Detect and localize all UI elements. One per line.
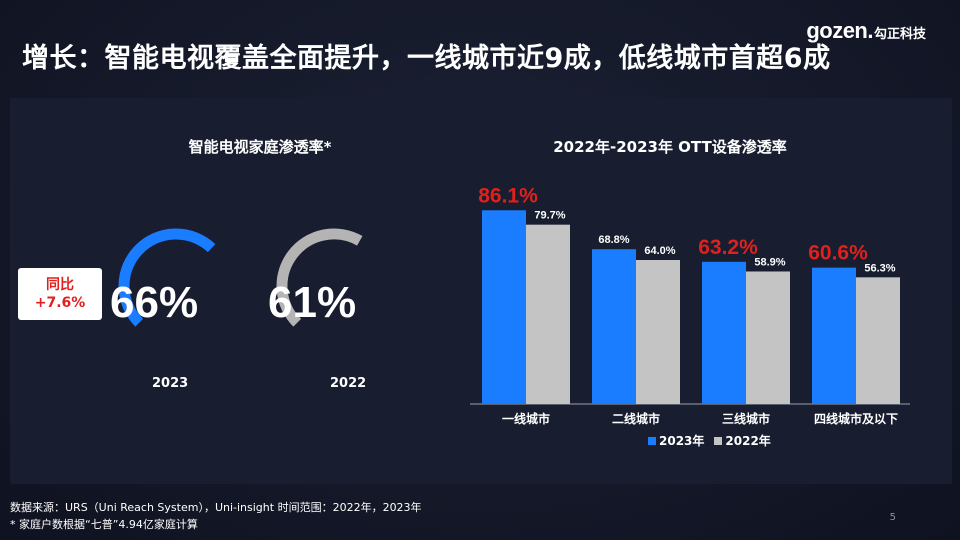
logo-company-name: 勾正科技 [873,26,926,41]
category-label-1: 二线城市 [612,411,660,426]
bar-0-0 [482,210,526,404]
category-label-2: 三线城市 [722,411,770,426]
bar-0-2 [702,261,746,404]
legend-item-2023: 2023年 [648,432,704,449]
bar-1-2 [746,271,790,404]
bar-0-1 [592,249,636,404]
bar-1-3 [856,277,900,404]
gauge-2022 [276,228,363,327]
chart-title: 2022年-2023年 OTT设备渗透率 [553,138,787,156]
brand-logo: gozen. 勾正科技 [806,18,926,44]
legend-item-2022: 2022年 [714,432,771,449]
legend-label-2023: 2023年 [659,434,705,448]
yoy-value: +7.6% [34,295,86,311]
data-label-1-3: 56.3% [864,262,895,274]
bar-1-0 [526,224,570,404]
data-label-1-1: 64.0% [644,245,675,257]
legend-swatch-2022 [714,436,723,445]
gauge-value-2023: 66% [110,278,199,327]
category-label-3: 四线城市及以下 [814,411,898,426]
gauge-arc-2023 [118,228,216,327]
legend-swatch-2023 [648,436,656,445]
category-label-0: 一线城市 [502,411,550,426]
data-label-0-0: 86.1% [478,184,538,207]
data-label-0-2: 63.2% [698,236,758,259]
page-title: 增长：智能电视覆盖全面提升，一线城市近9成，低线城市首超6成 [22,43,831,74]
bar-1-1 [636,260,680,404]
penetration-title: 智能电视家庭渗透率* [188,138,332,156]
content-panel [10,98,952,484]
chart-legend: 2023年 2022年 [648,432,771,449]
legend-label-2022: 2022年 [725,434,771,448]
gauge-arc-2022 [276,228,363,327]
gauge-2023 [118,228,216,327]
data-label-0-1: 68.8% [598,234,629,246]
household-note: * 家庭户数根据“七普”4.94亿家庭计算 [10,518,198,531]
gauge-value-2022: 61% [268,278,357,327]
data-label-1-2: 58.9% [754,256,785,268]
gauge-year-2022: 2022 [330,376,367,391]
bar-0-3 [812,267,856,404]
yoy-badge: 同比 +7.6% [18,268,102,320]
page-number: 5 [889,512,896,523]
data-label-0-3: 60.6% [808,242,868,265]
logo-mark: gozen. [806,18,873,43]
gauge-year-2023: 2023 [152,376,189,391]
data-label-1-0: 79.7% [534,210,565,222]
yoy-label: 同比 [46,277,74,293]
data-source-note: 数据来源：URS（Uni Reach System），Uni-insight 时… [10,501,422,514]
